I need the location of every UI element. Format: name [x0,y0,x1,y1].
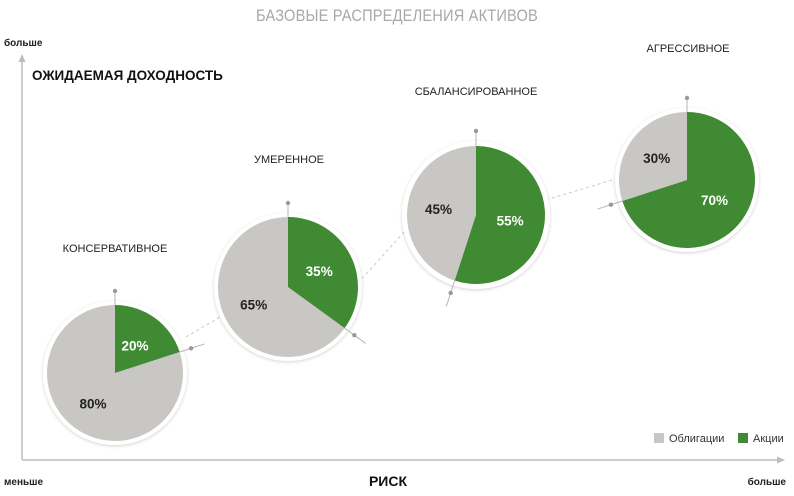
stocks-slice [622,112,756,249]
bonds-percent-label: 65% [240,298,267,313]
y-axis-title: ОЖИДАЕМАЯ ДОХОДНОСТЬ [32,68,223,83]
portfolio-label: АГРЕССИВНОЕ [647,43,730,55]
portfolio-1: 35% 65% УМЕРЕННОЕ [214,154,366,361]
portfolio-0: 20% 80% КОНСЕРВАТИВНОЕ [43,243,205,445]
x-axis-title: РИСК [369,473,408,489]
stocks-percent-label: 70% [701,193,728,208]
portfolio-2: 55% 45% СБАЛАНСИРОВАННОЕ [402,86,550,307]
stocks-slice [454,146,546,284]
bonds-slice [217,216,345,357]
boundary-divider-dot [448,290,453,296]
stocks-percent-label: 55% [497,213,524,228]
top-divider-dot [285,200,291,206]
legend-swatch-bonds [654,433,664,443]
stocks-percent-label: 20% [121,339,148,354]
portfolio-label: СБАЛАНСИРОВАННОЕ [415,86,538,98]
connector-lines [185,179,613,338]
portfolio-label: УМЕРЕННОЕ [254,154,324,166]
legend: Облигации Акции [654,433,784,445]
chart-title: БАЗОВЫЕ РАСПРЕДЕЛЕНИЯ АКТИВОВ [256,6,538,25]
bonds-slice [46,305,183,441]
stocks-slice [115,305,180,373]
bonds-slice [407,146,476,281]
top-divider-dot [112,288,118,294]
legend-label-bonds: Облигации [669,433,724,445]
y-axis-top-label: больше [4,37,43,49]
bonds-percent-label: 80% [79,396,106,411]
bonds-percent-label: 30% [643,151,670,166]
boundary-divider-dot [352,332,357,338]
portfolio-3: 70% 30% АГРЕССИВНОЕ [597,43,759,252]
stocks-percent-label: 35% [306,264,333,279]
legend-label-stocks: Акции [753,433,784,445]
boundary-divider-dot [608,202,614,207]
top-divider-dot [684,95,690,101]
boundary-divider-dot [188,346,194,351]
top-divider-dot [473,128,479,134]
legend-swatch-stocks [738,433,748,443]
bonds-percent-label: 45% [425,202,452,217]
x-axis-low-label: меньше [4,477,43,488]
portfolio-label: КОНСЕРВАТИВНОЕ [63,243,168,255]
y-axis-arrow [18,54,26,62]
x-axis-arrow [777,456,785,464]
bonds-slice [619,112,687,202]
stocks-slice [288,217,358,329]
x-axis-high-label: больше [748,476,787,488]
